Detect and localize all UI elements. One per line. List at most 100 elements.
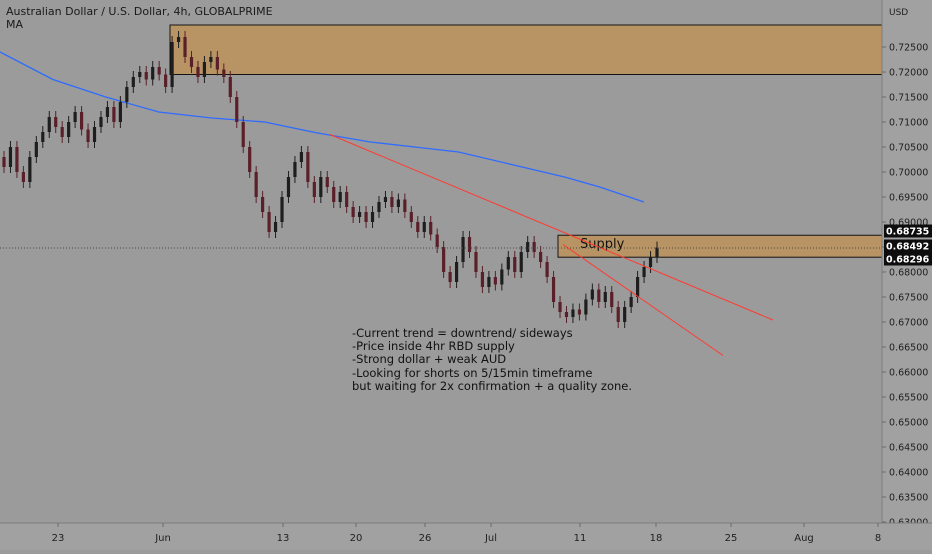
candle-body[interactable] bbox=[539, 252, 543, 262]
candle-body[interactable] bbox=[396, 199, 400, 208]
candle-body[interactable] bbox=[403, 199, 407, 213]
candle-body[interactable] bbox=[202, 62, 207, 77]
candle-body[interactable] bbox=[603, 292, 607, 302]
candle-body[interactable] bbox=[67, 122, 71, 137]
candle-body[interactable] bbox=[629, 297, 633, 307]
candle-body[interactable] bbox=[235, 97, 239, 122]
candle-body[interactable] bbox=[118, 102, 122, 122]
candle-body[interactable] bbox=[47, 117, 51, 132]
candle-body[interactable] bbox=[261, 197, 265, 212]
candle-body[interactable] bbox=[92, 127, 97, 142]
candle-body[interactable] bbox=[144, 72, 148, 80]
candle-body[interactable] bbox=[286, 177, 291, 197]
candle-body[interactable] bbox=[164, 74, 168, 88]
candle-body[interactable] bbox=[138, 72, 142, 77]
candle-body[interactable] bbox=[319, 177, 323, 197]
candle-body[interactable] bbox=[590, 289, 594, 300]
candle-body[interactable] bbox=[280, 197, 284, 222]
candle-body[interactable] bbox=[519, 252, 523, 272]
candle-body[interactable] bbox=[390, 197, 394, 207]
candle-body[interactable] bbox=[597, 289, 601, 303]
candle-body[interactable] bbox=[448, 272, 452, 282]
candle-body[interactable] bbox=[357, 212, 362, 217]
candle-body[interactable] bbox=[461, 237, 465, 262]
candle-body[interactable] bbox=[228, 77, 232, 97]
candle-body[interactable] bbox=[241, 122, 245, 147]
candle-body[interactable] bbox=[21, 172, 25, 182]
candle-body[interactable] bbox=[642, 267, 646, 277]
candle-body[interactable] bbox=[332, 187, 336, 202]
candle-body[interactable] bbox=[215, 57, 219, 70]
candle-body[interactable] bbox=[2, 157, 6, 167]
candle-body[interactable] bbox=[325, 177, 329, 187]
candle-body[interactable] bbox=[532, 242, 536, 252]
candle-body[interactable] bbox=[79, 112, 84, 130]
candle-body[interactable] bbox=[299, 152, 304, 162]
candle-body[interactable] bbox=[364, 212, 368, 222]
candle-body[interactable] bbox=[209, 57, 213, 62]
candle-body[interactable] bbox=[306, 152, 310, 182]
trendline[interactable] bbox=[562, 244, 724, 356]
candle-body[interactable] bbox=[157, 67, 161, 75]
candle-body[interactable] bbox=[474, 252, 478, 272]
candle-body[interactable] bbox=[545, 262, 549, 277]
candle-body[interactable] bbox=[577, 309, 582, 315]
candle-body[interactable] bbox=[636, 277, 640, 297]
candle-body[interactable] bbox=[170, 42, 174, 87]
candle-body[interactable] bbox=[189, 57, 194, 67]
candle-body[interactable] bbox=[623, 307, 627, 322]
candle-body[interactable] bbox=[500, 269, 504, 285]
candle-body[interactable] bbox=[86, 129, 90, 143]
candle-body[interactable] bbox=[377, 202, 381, 212]
candle-body[interactable] bbox=[99, 117, 103, 127]
candle-body[interactable] bbox=[584, 299, 588, 315]
candle-body[interactable] bbox=[513, 257, 517, 272]
candle-body[interactable] bbox=[248, 147, 252, 172]
candle-body[interactable] bbox=[506, 257, 510, 270]
candle-body[interactable] bbox=[267, 212, 271, 232]
candle-body[interactable] bbox=[435, 234, 439, 248]
candle-body[interactable] bbox=[422, 222, 426, 232]
candle-body[interactable] bbox=[526, 242, 530, 252]
candle-body[interactable] bbox=[60, 127, 64, 137]
candle-body[interactable] bbox=[571, 309, 575, 318]
candle-body[interactable] bbox=[351, 207, 355, 217]
candle-body[interactable] bbox=[480, 272, 485, 287]
candle-body[interactable] bbox=[15, 147, 19, 172]
candle-body[interactable] bbox=[467, 237, 472, 252]
candle-body[interactable] bbox=[409, 212, 413, 222]
candle-body[interactable] bbox=[222, 69, 226, 78]
candle-body[interactable] bbox=[416, 222, 420, 232]
candle-body[interactable] bbox=[73, 112, 77, 122]
candle-body[interactable] bbox=[131, 77, 135, 87]
candle-body[interactable] bbox=[196, 67, 200, 77]
candle-body[interactable] bbox=[564, 312, 569, 317]
candle-body[interactable] bbox=[551, 277, 556, 302]
candle-body[interactable] bbox=[454, 262, 459, 282]
candle-body[interactable] bbox=[429, 222, 433, 235]
candle-body[interactable] bbox=[8, 147, 13, 167]
candle-body[interactable] bbox=[558, 302, 562, 312]
candle-body[interactable] bbox=[610, 292, 614, 307]
candle-body[interactable] bbox=[312, 182, 316, 197]
candle-body[interactable] bbox=[648, 257, 653, 267]
candle-body[interactable] bbox=[345, 192, 349, 207]
trendline[interactable] bbox=[329, 134, 774, 321]
candle-body[interactable] bbox=[442, 247, 446, 272]
candle-body[interactable] bbox=[383, 197, 388, 202]
candle-body[interactable] bbox=[338, 192, 342, 202]
candle-body[interactable] bbox=[655, 247, 659, 258]
candle-body[interactable] bbox=[41, 132, 45, 142]
candle-body[interactable] bbox=[487, 277, 491, 287]
candle-body[interactable] bbox=[54, 117, 58, 127]
supply-zone-upper[interactable] bbox=[169, 24, 883, 75]
candle-body[interactable] bbox=[293, 162, 297, 177]
candle-body[interactable] bbox=[105, 107, 110, 117]
indicator-label[interactable]: MA bbox=[6, 18, 24, 31]
candle-body[interactable] bbox=[28, 157, 32, 182]
candle-body[interactable] bbox=[151, 67, 155, 80]
candle-body[interactable] bbox=[493, 277, 497, 285]
candle-body[interactable] bbox=[176, 37, 181, 42]
